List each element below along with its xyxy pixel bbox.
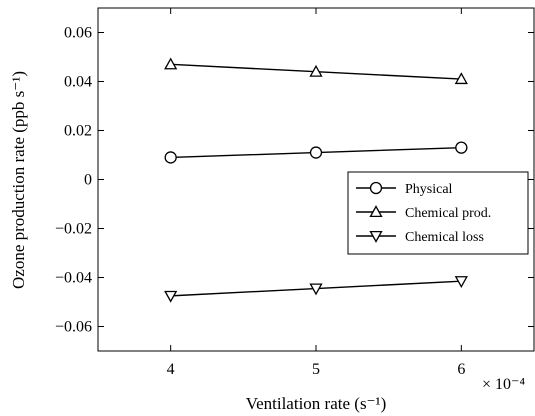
data-point xyxy=(164,57,178,70)
y-axis-label: Ozone production rate (ppb s⁻¹) xyxy=(9,71,28,289)
legend-items: Physical Chemical prod. Chemical loss xyxy=(356,181,491,245)
legend: Physical Chemical prod. Chemical loss xyxy=(347,171,529,255)
series-2 xyxy=(164,276,468,303)
data-point xyxy=(309,64,323,77)
y-tick-label: 0.02 xyxy=(64,123,92,140)
series-1 xyxy=(164,57,468,85)
legend-entry: Chemical prod. xyxy=(356,205,491,221)
data-point xyxy=(164,290,178,303)
y-tick-label: 0.06 xyxy=(64,25,92,42)
data-point xyxy=(454,276,468,289)
data-point xyxy=(309,146,323,159)
y-tick-label: −0.06 xyxy=(55,319,92,336)
legend-marker xyxy=(369,230,383,243)
legend-marker xyxy=(369,181,383,195)
x-axis-ticks: 4 5 6 xyxy=(167,8,465,378)
y-axis-ticks: 0.06 0.04 0.02 0 −0.02 −0.04 −0.06 xyxy=(55,25,534,336)
data-point xyxy=(455,141,468,154)
y-tick-label: 0 xyxy=(84,172,92,189)
series-layer xyxy=(164,57,468,303)
y-tick-label: −0.02 xyxy=(55,221,92,238)
x-tick-label: 5 xyxy=(312,361,320,378)
legend-marker xyxy=(369,205,383,218)
data-point xyxy=(164,151,177,164)
x-axis-label: Ventilation rate (s⁻¹) xyxy=(246,394,387,413)
legend-label: Chemical prod. xyxy=(405,206,491,221)
legend-label: Chemical loss xyxy=(405,230,484,245)
x-axis-exponent: × 10⁻⁴ xyxy=(482,376,525,393)
legend-entry: Physical xyxy=(356,181,453,197)
x-tick-label: 4 xyxy=(167,361,175,378)
y-tick-label: −0.04 xyxy=(55,270,92,287)
series-0 xyxy=(164,141,468,164)
data-point xyxy=(454,72,468,85)
legend-label: Physical xyxy=(405,182,453,197)
legend-entry: Chemical loss xyxy=(356,230,484,245)
y-tick-label: 0.04 xyxy=(64,74,92,91)
data-point xyxy=(309,283,323,296)
x-tick-label: 6 xyxy=(457,361,465,378)
